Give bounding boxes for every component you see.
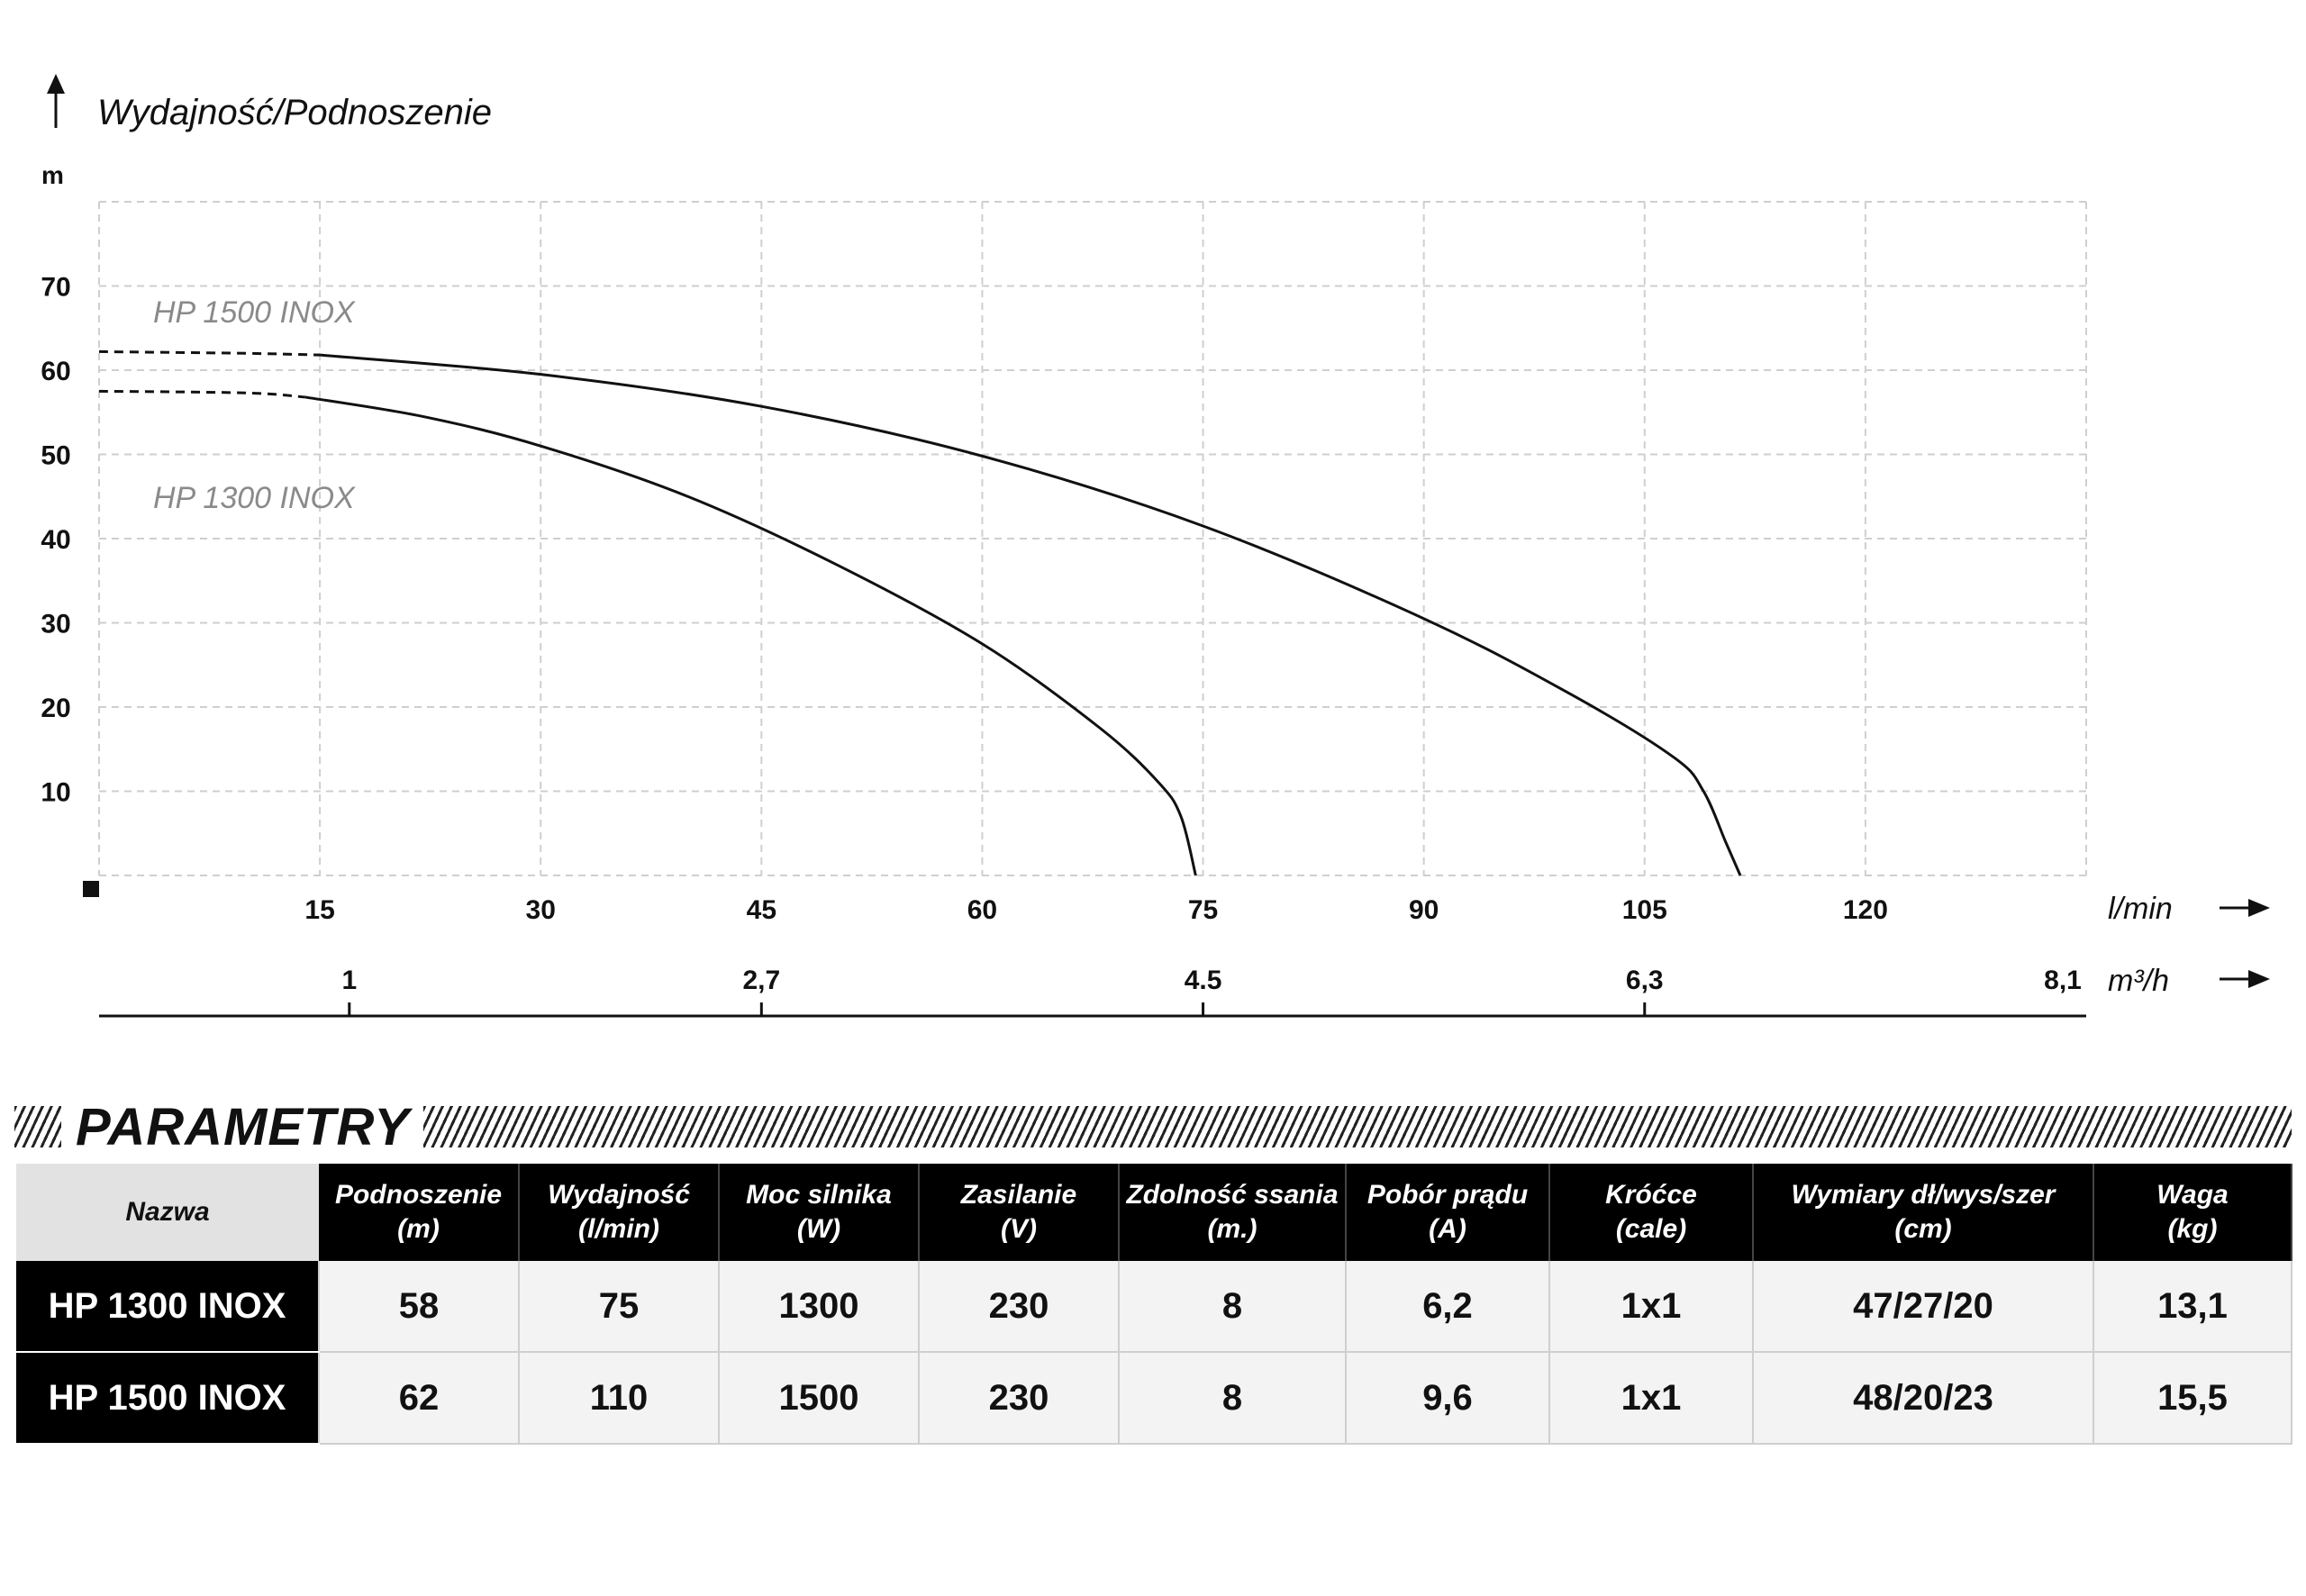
- cell-lift: 58: [319, 1261, 520, 1353]
- cell-flow: 75: [519, 1261, 720, 1353]
- x-tick-label: 105: [1622, 895, 1667, 925]
- origin-marker: [83, 881, 99, 897]
- parameters-header: PARAMETRY: [14, 1097, 2292, 1158]
- cell-name: HP 1500 INOX: [16, 1352, 320, 1445]
- hatch-decoration-right: [423, 1106, 2292, 1147]
- header-weight: Waga (kg): [2093, 1164, 2292, 1261]
- y-tick-label: 40: [41, 525, 70, 555]
- series-label-hp1500: HP 1500 INOX: [153, 295, 356, 330]
- cell-suction: 8: [1119, 1352, 1347, 1445]
- series-curve-0: [319, 353, 1742, 876]
- x-tick-label: 75: [1188, 895, 1218, 925]
- x-axis-unit-lmin: l/min: [2108, 892, 2173, 926]
- cell-current: 6,2: [1346, 1261, 1550, 1353]
- header-voltage: Zasilanie (V): [919, 1164, 1120, 1261]
- y-tick-label: 20: [41, 694, 70, 723]
- x-tick-label: 120: [1843, 895, 1888, 925]
- x-tick-label: 60: [967, 895, 997, 925]
- y-axis-title: Wydajność/Podnoszenie: [97, 93, 492, 132]
- header-lift: Podnoszenie (m): [319, 1164, 520, 1261]
- series-label-hp1300: HP 1300 INOX: [153, 481, 356, 515]
- cell-connectors: 1x1: [1549, 1261, 1754, 1353]
- header-suction: Zdolność ssania (m.): [1119, 1164, 1347, 1261]
- cell-weight: 15,5: [2093, 1352, 2292, 1445]
- cell-voltage: 230: [919, 1261, 1120, 1353]
- series-curve-1: [304, 395, 1197, 876]
- x-axis-arrow-icon: [2220, 899, 2270, 917]
- header-connectors: Króćce (cale): [1549, 1164, 1754, 1261]
- x-tick-labels-lmin: 15 30 45 60 75 90 105 120: [304, 895, 1887, 925]
- x-axis-unit-m3h: m³/h: [2108, 964, 2169, 998]
- performance-chart: Wydajność/Podnoszenie m 10 20 30 40 50 60 70 1…: [41, 74, 2270, 1018]
- header-name: Nazwa: [16, 1164, 319, 1261]
- parameters-table: Nazwa Podnoszenie (m) Wydajność (l/min) Mo…: [16, 1164, 2292, 1445]
- series-curves: [98, 349, 1742, 876]
- cell-lift: 62: [319, 1352, 520, 1445]
- x2-tick-label: 1: [341, 966, 357, 995]
- header-current: Pobór prądu (A): [1346, 1164, 1550, 1261]
- y-axis-unit: m: [41, 161, 64, 189]
- y-tick-label: 70: [41, 273, 70, 303]
- series-curve-dashed-0: [98, 349, 321, 357]
- y-tick-label: 10: [41, 778, 70, 808]
- cell-current: 9,6: [1346, 1352, 1550, 1445]
- x2-tick-label: 6,3: [1626, 966, 1664, 995]
- table-header-row: Nazwa Podnoszenie (m) Wydajność (l/min) Mo…: [16, 1164, 2292, 1261]
- cell-motor-power: 1300: [719, 1261, 920, 1353]
- cell-connectors: 1x1: [1549, 1352, 1754, 1445]
- cell-motor-power: 1500: [719, 1352, 920, 1445]
- cell-voltage: 230: [919, 1352, 1120, 1445]
- y-axis-arrow-icon: [47, 74, 65, 128]
- x2-tick-label: 2,7: [742, 966, 780, 995]
- table-row: HP 1300 INOX 58 75 1300 230 8 6,2 1x1 47…: [16, 1261, 2292, 1353]
- x2-tick-label: 4.5: [1185, 966, 1222, 995]
- table-row: HP 1500 INOX 62 110 1500 230 8 9,6 1x1 4…: [16, 1352, 2292, 1445]
- x-tick-label: 15: [304, 895, 334, 925]
- cell-weight: 13,1: [2093, 1261, 2292, 1353]
- hatch-decoration-left: [14, 1106, 61, 1147]
- parameters-title: PARAMETRY: [76, 1098, 410, 1156]
- cell-suction: 8: [1119, 1261, 1347, 1353]
- y-tick-labels: 10 20 30 40 50 60 70: [41, 273, 70, 808]
- x-tick-labels-m3h: 1 2,7 4.5 6,3 8,1: [341, 966, 2082, 1016]
- y-tick-label: 60: [41, 357, 70, 386]
- y-tick-label: 50: [41, 441, 70, 471]
- chart-grid: [98, 201, 2087, 876]
- cell-name: HP 1300 INOX: [16, 1261, 320, 1353]
- header-dimensions: Wymiary dł/wys/szer (cm): [1753, 1164, 2094, 1261]
- x2-tick-label: 8,1: [2044, 966, 2082, 995]
- cell-flow: 110: [519, 1352, 720, 1445]
- cell-dimensions: 47/27/20: [1753, 1261, 2094, 1353]
- series-curve-dashed-1: [98, 389, 305, 399]
- x-tick-label: 90: [1409, 895, 1439, 925]
- x2-axis-arrow-icon: [2220, 970, 2270, 988]
- cell-dimensions: 48/20/23: [1753, 1352, 2094, 1445]
- y-tick-label: 30: [41, 610, 70, 639]
- header-motor-power: Moc silnika (W): [719, 1164, 920, 1261]
- x-tick-label: 45: [747, 895, 776, 925]
- x-tick-label: 30: [526, 895, 556, 925]
- header-flow: Wydajność (l/min): [519, 1164, 720, 1261]
